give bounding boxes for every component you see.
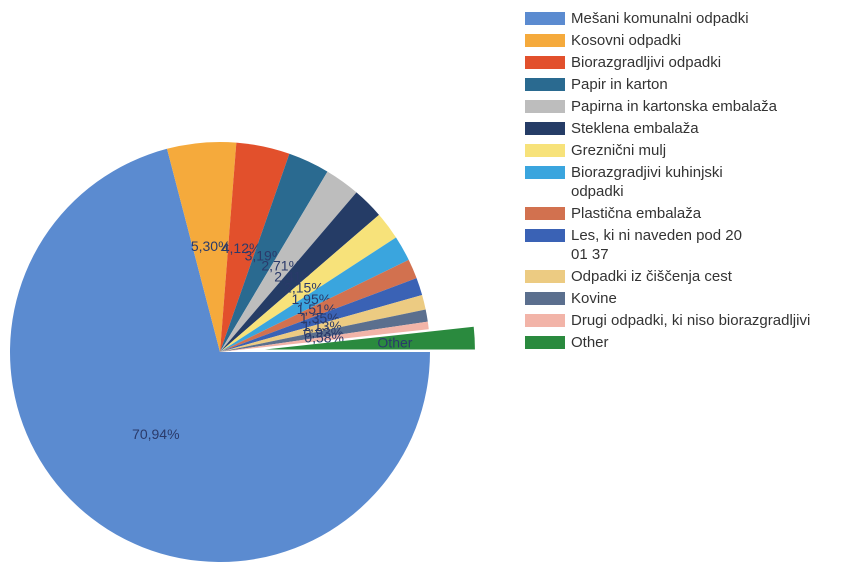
legend-swatch (525, 292, 565, 305)
legend-swatch (525, 78, 565, 91)
legend-label: Odpadki iz čiščenja cest (571, 268, 732, 285)
legend-item: Biorazgradjivi kuhinjski odpadki (525, 163, 861, 201)
pie-slice (10, 148, 430, 562)
legend-swatch (525, 34, 565, 47)
pie-slice (220, 153, 328, 352)
legend-swatch (525, 166, 565, 179)
legend-label: Kovine (571, 290, 617, 307)
legend-item: Drugi odpadki, ki niso biorazgradljivi (525, 311, 861, 330)
legend-label: Papir in karton (571, 76, 668, 93)
pie-slice (220, 309, 428, 352)
pie-chart: 70,94%5,30%4,12%3,19%2,71%2,41%2,15%1,95… (10, 142, 475, 562)
legend-item: Papirna in kartonska embalaža (525, 97, 861, 116)
legend-item: Kovine (525, 289, 861, 308)
slice-label: 3,19% (245, 248, 285, 264)
legend-item: Plastična embalaža (525, 204, 861, 223)
legend-label: Les, ki ni naveden pod 20 01 37 (571, 227, 742, 263)
legend-item: Papir in karton (525, 75, 861, 94)
legend-item: Kosovni odpadki (525, 31, 861, 50)
pie-slice (167, 142, 237, 352)
pie-slice (220, 237, 409, 352)
slice-label: 0,58% (304, 329, 344, 345)
legend-label: Plastična embalaža (571, 205, 702, 222)
legend-item: Greznični mulj (525, 141, 861, 160)
pie-slice (220, 321, 429, 352)
slice-label: Other (377, 335, 412, 351)
legend-label: Greznični mulj (571, 142, 667, 159)
legend-label: Steklena embalaža (571, 120, 699, 137)
legend-item: Steklena embalaža (525, 119, 861, 138)
pie-slice (220, 171, 357, 352)
legend-swatch (525, 207, 565, 220)
pie-slice (220, 295, 426, 352)
legend-swatch (525, 336, 565, 349)
legend-label: Mešani komunalni odpadki (571, 10, 749, 27)
slice-label: 5,30% (191, 238, 231, 254)
legend-label: Biorazgradjivi kuhinjski odpadki (571, 164, 723, 200)
legend-swatch (525, 12, 565, 25)
pie-slice (220, 214, 397, 352)
legend-swatch (525, 270, 565, 283)
legend-label: Papirna in kartonska embalaža (571, 98, 777, 115)
legend-item: Other (525, 333, 861, 352)
legend-swatch (525, 122, 565, 135)
legend-swatch (525, 229, 565, 242)
pie-slice (220, 278, 423, 352)
legend-label: Other (571, 334, 609, 351)
legend: Mešani komunalni odpadki Kosovni odpadki B… (525, 9, 861, 355)
legend-label: Drugi odpadki, ki niso biorazgradljivi (571, 312, 811, 329)
legend-label: Kosovni odpadki (571, 32, 682, 49)
legend-item: Les, ki ni naveden pod 20 01 37 (525, 226, 861, 264)
legend-swatch (525, 100, 565, 113)
slice-label: 70,94% (132, 426, 179, 442)
pie-slice (220, 142, 290, 352)
pie-slice (264, 326, 475, 350)
legend-swatch (525, 56, 565, 69)
legend-item: Biorazgradljivi odpadki (525, 53, 861, 72)
legend-item: Mešani komunalni odpadki (525, 9, 861, 28)
pie-slice (220, 192, 379, 352)
pie-slice (220, 259, 417, 352)
legend-item: Odpadki iz čiščenja cest (525, 267, 861, 286)
legend-swatch (525, 144, 565, 157)
legend-swatch (525, 314, 565, 327)
slice-label: 4,12% (222, 240, 262, 256)
legend-label: Biorazgradljivi odpadki (571, 54, 722, 71)
